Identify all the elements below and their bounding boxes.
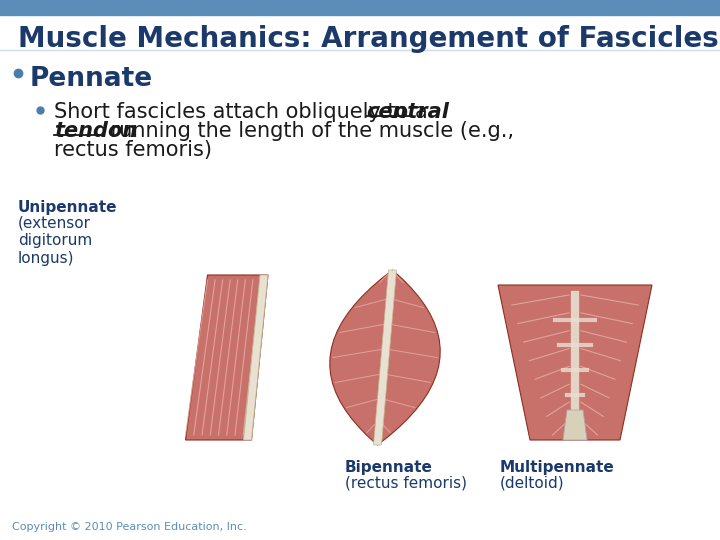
Text: (rectus femoris): (rectus femoris) xyxy=(345,475,467,490)
Polygon shape xyxy=(498,285,652,440)
Text: running the length of the muscle (e.g.,: running the length of the muscle (e.g., xyxy=(104,121,514,141)
Text: Pennate: Pennate xyxy=(30,66,153,92)
Text: (extensor
digitorum
longus): (extensor digitorum longus) xyxy=(18,216,92,266)
Text: central: central xyxy=(366,102,449,122)
Text: Copyright © 2010 Pearson Education, Inc.: Copyright © 2010 Pearson Education, Inc. xyxy=(12,522,247,532)
Text: Bipennate: Bipennate xyxy=(345,460,433,475)
Text: tendon: tendon xyxy=(54,121,138,141)
Polygon shape xyxy=(374,270,397,445)
Polygon shape xyxy=(186,275,268,440)
Polygon shape xyxy=(243,275,268,440)
Text: Unipennate: Unipennate xyxy=(18,200,117,215)
Text: Multipennate: Multipennate xyxy=(500,460,615,475)
Polygon shape xyxy=(563,410,587,440)
Text: Short fascicles attach obliquely to a: Short fascicles attach obliquely to a xyxy=(54,102,434,122)
Text: (deltoid): (deltoid) xyxy=(500,475,564,490)
Bar xyxy=(0,0,720,15)
Text: Muscle Mechanics: Arrangement of Fascicles: Muscle Mechanics: Arrangement of Fascicl… xyxy=(18,25,719,53)
Text: rectus femoris): rectus femoris) xyxy=(54,140,212,160)
Polygon shape xyxy=(330,270,440,445)
